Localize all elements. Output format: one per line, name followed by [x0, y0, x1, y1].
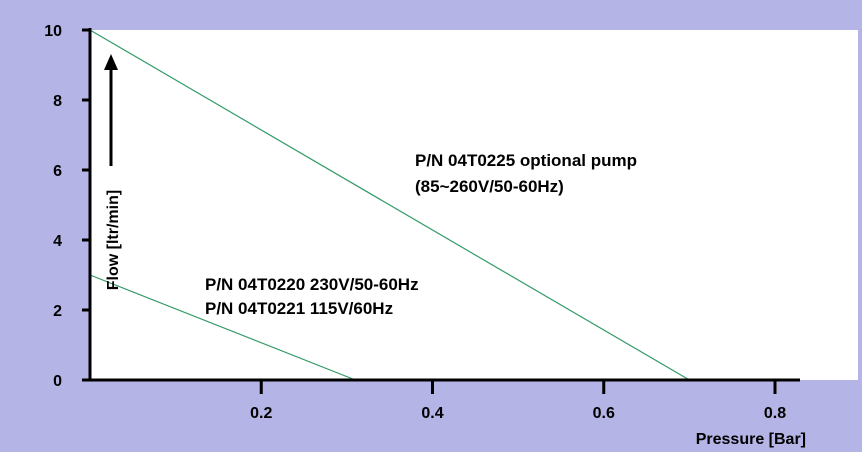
x-tick-label: 0.2 — [250, 405, 272, 422]
y-axis-label: Flow [ltr/min] — [105, 190, 122, 290]
y-tick-label: 6 — [53, 163, 62, 180]
annotation-standard-pump-line2: P/N 04T0221 115V/60Hz — [205, 299, 393, 318]
axis-layer — [88, 28, 800, 382]
y-tick-label: 10 — [44, 23, 62, 40]
series-layer — [89, 29, 690, 381]
ticks-layer: 0 2 4 6 8 10 0.2 0.4 0.6 0.8 — [44, 23, 786, 422]
annotation-optional-pump-line1: P/N 04T0225 optional pump — [415, 151, 637, 170]
annotation-standard-pump-line1: P/N 04T0220 230V/50-60Hz — [205, 275, 419, 294]
y-axis-arrowhead-icon — [104, 54, 118, 70]
y-axis-label-group: Flow [ltr/min] — [104, 54, 122, 290]
x-axis-label: Pressure [Bar] — [696, 431, 806, 448]
series-line-1 — [89, 29, 690, 381]
series-line-2 — [89, 274, 356, 381]
y-tick-label: 2 — [53, 303, 62, 320]
x-tick-label: 0.4 — [421, 405, 443, 422]
plot-area — [90, 30, 858, 380]
annotation-optional-pump-line2: (85~260V/50-60Hz) — [415, 177, 564, 196]
y-tick-label: 8 — [53, 93, 62, 110]
y-tick-label: 4 — [53, 233, 62, 250]
x-tick-label: 0.6 — [593, 405, 615, 422]
y-tick-label: 0 — [53, 373, 62, 390]
x-tick-label: 0.8 — [764, 405, 786, 422]
